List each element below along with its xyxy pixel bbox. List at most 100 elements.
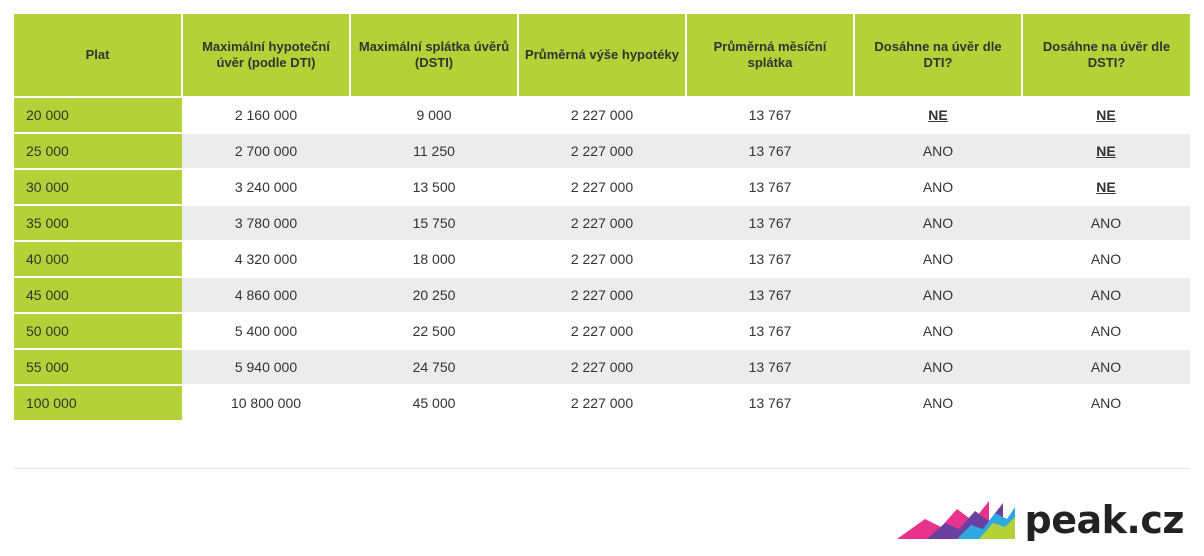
cell-average-mortgage: 2 227 000 (518, 276, 686, 313)
cell-average-mortgage: 2 227 000 (518, 96, 686, 133)
header-average-mortgage: Průměrná výše hypotéky (518, 14, 687, 97)
cell-value: NE (1096, 179, 1116, 195)
cell-average-mortgage: 2 227 000 (518, 204, 686, 241)
cell-value: ANO (922, 395, 954, 411)
cell-value: 50 000 (26, 323, 69, 339)
cell-eligible-dsti: ANO (1022, 348, 1190, 385)
cell-value: 45 000 (412, 395, 456, 411)
cell-average-monthly-payment: 13 767 (686, 312, 854, 349)
divider (14, 468, 1190, 469)
cell-average-mortgage: 2 227 000 (518, 384, 686, 420)
cell-value: ANO (922, 323, 954, 339)
cell-salary: 100 000 (14, 384, 182, 420)
cell-value: 10 800 000 (230, 395, 302, 411)
cell-max-mortgage-dti: 2 700 000 (182, 132, 350, 169)
cell-value: 4 860 000 (234, 287, 298, 303)
cell-value: 45 000 (26, 287, 69, 303)
cell-salary: 45 000 (14, 276, 182, 313)
cell-value: 3 240 000 (234, 179, 298, 195)
table-row: 55 000 5 940 000 24 750 2 227 000 13 767 ANO A… (14, 348, 1190, 385)
cell-eligible-dsti: NE (1022, 96, 1190, 133)
cell-value: 2 227 000 (570, 251, 634, 267)
table-row: 20 000 2 160 000 9 000 2 227 000 13 767 NE NE (14, 96, 1190, 133)
cell-value: 22 500 (412, 323, 456, 339)
cell-value: 13 767 (748, 107, 792, 123)
cell-value: 2 227 000 (570, 107, 634, 123)
cell-eligible-dsti: ANO (1022, 276, 1190, 313)
cell-eligible-dti: ANO (854, 348, 1022, 385)
cell-eligible-dsti: ANO (1022, 204, 1190, 241)
cell-value: ANO (922, 251, 954, 267)
cell-value: 13 767 (748, 359, 792, 375)
cell-value: 2 227 000 (570, 215, 634, 231)
cell-average-monthly-payment: 13 767 (686, 132, 854, 169)
cell-max-payment-dsti: 13 500 (350, 168, 518, 205)
cell-max-payment-dsti: 11 250 (350, 132, 518, 169)
cell-eligible-dti: ANO (854, 168, 1022, 205)
cell-max-payment-dsti: 45 000 (350, 384, 518, 420)
cell-value: 20 250 (412, 287, 456, 303)
cell-value: NE (1096, 107, 1116, 123)
cell-salary: 55 000 (14, 348, 182, 385)
cell-max-payment-dsti: 9 000 (350, 96, 518, 133)
cell-eligible-dti: ANO (854, 384, 1022, 420)
cell-value: ANO (1090, 287, 1122, 303)
cell-value: 25 000 (26, 143, 69, 159)
table-header-row: Plat Maximální hypoteční úvěr (podle DTI… (14, 14, 1190, 97)
cell-max-payment-dsti: 15 750 (350, 204, 518, 241)
cell-value: 9 000 (416, 107, 452, 123)
cell-average-mortgage: 2 227 000 (518, 240, 686, 277)
logo-text: peak.cz (1024, 498, 1185, 542)
cell-value: 13 500 (412, 179, 456, 195)
cell-max-mortgage-dti: 4 320 000 (182, 240, 350, 277)
cell-salary: 20 000 (14, 96, 182, 133)
mortgage-table: Plat Maximální hypoteční úvěr (podle DTI… (14, 14, 1190, 420)
cell-max-mortgage-dti: 5 940 000 (182, 348, 350, 385)
cell-value: 2 700 000 (234, 143, 298, 159)
cell-value: 13 767 (748, 287, 792, 303)
cell-salary: 50 000 (14, 312, 182, 349)
table-row: 45 000 4 860 000 20 250 2 227 000 13 767 ANO A… (14, 276, 1190, 313)
cell-value: 13 767 (748, 395, 792, 411)
mountains-icon (896, 501, 1015, 539)
cell-max-mortgage-dti: 10 800 000 (182, 384, 350, 420)
cell-value: 35 000 (26, 215, 69, 231)
cell-value: NE (928, 107, 948, 123)
cell-value: NE (1096, 143, 1116, 159)
cell-value: 5 940 000 (234, 359, 298, 375)
cell-max-payment-dsti: 22 500 (350, 312, 518, 349)
cell-max-mortgage-dti: 3 240 000 (182, 168, 350, 205)
cell-average-monthly-payment: 13 767 (686, 204, 854, 241)
cell-value: 40 000 (26, 251, 69, 267)
cell-average-monthly-payment: 13 767 (686, 96, 854, 133)
cell-value: 13 767 (748, 323, 792, 339)
cell-value: 13 767 (748, 215, 792, 231)
cell-value: ANO (922, 179, 954, 195)
cell-value: 2 160 000 (234, 107, 298, 123)
table-row: 50 000 5 400 000 22 500 2 227 000 13 767 ANO A… (14, 312, 1190, 349)
cell-max-mortgage-dti: 3 780 000 (182, 204, 350, 241)
cell-value: 2 227 000 (570, 179, 634, 195)
cell-eligible-dsti: NE (1022, 168, 1190, 205)
cell-value: 100 000 (26, 395, 77, 411)
cell-salary: 35 000 (14, 204, 182, 241)
header-salary: Plat (14, 14, 183, 97)
cell-value: 13 767 (748, 143, 792, 159)
cell-average-monthly-payment: 13 767 (686, 240, 854, 277)
cell-value: 4 320 000 (234, 251, 298, 267)
cell-value: 55 000 (26, 359, 69, 375)
cell-value: 2 227 000 (570, 359, 634, 375)
header-max-mortgage-dti: Maximální hypoteční úvěr (podle DTI) (182, 14, 351, 97)
cell-eligible-dti: ANO (854, 132, 1022, 169)
cell-max-mortgage-dti: 2 160 000 (182, 96, 350, 133)
cell-value: 20 000 (26, 107, 69, 123)
cell-salary: 40 000 (14, 240, 182, 277)
cell-value: 13 767 (748, 179, 792, 195)
cell-eligible-dti: ANO (854, 204, 1022, 241)
table-row: 100 000 10 800 000 45 000 2 227 000 13 767 AN… (14, 384, 1190, 420)
cell-value: ANO (1090, 323, 1122, 339)
header-average-monthly-payment: Průměrná měsíční splátka (686, 14, 855, 97)
cell-value: 13 767 (748, 251, 792, 267)
cell-max-payment-dsti: 24 750 (350, 348, 518, 385)
cell-value: 11 250 (413, 143, 455, 159)
